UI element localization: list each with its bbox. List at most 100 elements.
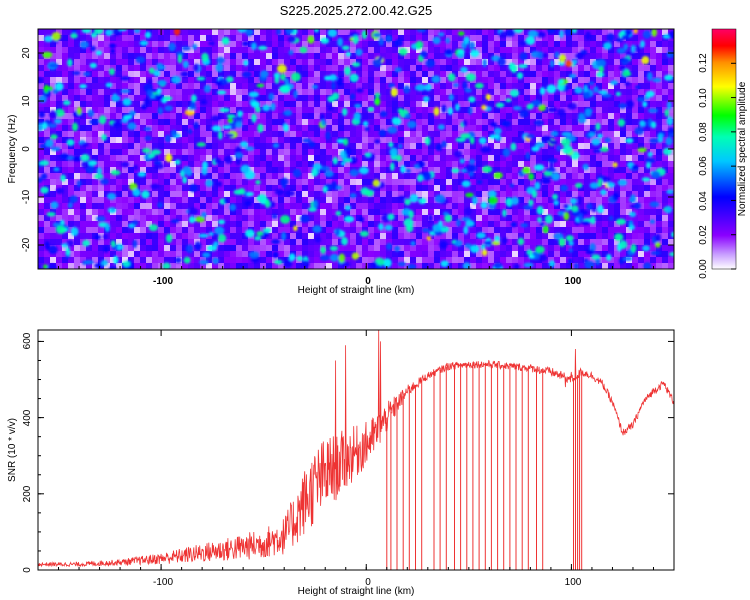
heatmap-cell bbox=[188, 65, 194, 71]
heatmap-hotspot bbox=[226, 114, 236, 119]
heatmap-cell bbox=[236, 71, 242, 77]
heatmap-cell bbox=[656, 179, 662, 185]
heatmap-cell bbox=[452, 191, 458, 197]
heatmap-cell bbox=[242, 65, 248, 71]
heatmap-cell bbox=[158, 191, 164, 197]
heatmap-hotspot bbox=[257, 123, 264, 133]
heatmap-cell bbox=[218, 83, 224, 89]
heatmap-cell bbox=[230, 89, 236, 95]
heatmap-cell bbox=[158, 167, 164, 173]
heatmap-cell bbox=[344, 173, 350, 179]
heatmap-cell bbox=[608, 173, 614, 179]
heatmap-cell bbox=[482, 71, 488, 77]
heatmap-cell bbox=[254, 227, 260, 233]
heatmap-cell bbox=[170, 119, 176, 125]
heatmap-cell bbox=[572, 191, 578, 197]
heatmap-hotspot bbox=[312, 163, 322, 170]
heatmap-cell bbox=[242, 101, 248, 107]
heatmap-cell bbox=[368, 257, 374, 263]
heatmap-cell bbox=[266, 173, 272, 179]
heatmap-cell bbox=[638, 173, 644, 179]
heatmap-hotspot bbox=[536, 31, 546, 38]
heatmap-cell bbox=[500, 89, 506, 95]
heatmap-cell bbox=[308, 131, 314, 137]
heatmap-cell bbox=[428, 203, 434, 209]
heatmap-cell bbox=[356, 71, 362, 77]
heatmap-cell bbox=[230, 263, 236, 269]
heatmap-hotspot bbox=[550, 130, 559, 137]
heatmap-cell bbox=[452, 71, 458, 77]
heatmap-hotspot bbox=[208, 231, 214, 236]
heatmap-cell bbox=[506, 41, 512, 47]
heatmap-cell bbox=[344, 191, 350, 197]
heatmap-cell bbox=[158, 143, 164, 149]
heatmap-cell bbox=[122, 221, 128, 227]
heatmap-cell bbox=[476, 149, 482, 155]
heatmap-cell bbox=[314, 95, 320, 101]
heatmap-cell bbox=[638, 29, 644, 35]
heatmap-hotspot bbox=[120, 89, 131, 94]
heatmap-cell bbox=[182, 107, 188, 113]
heatmap-cell bbox=[422, 65, 428, 71]
heatmap-cell bbox=[590, 191, 596, 197]
heatmap-cell bbox=[398, 203, 404, 209]
heatmap-cell bbox=[602, 167, 608, 173]
heatmap-hotspot bbox=[431, 75, 441, 83]
heatmap-hotspot bbox=[189, 184, 198, 193]
heatmap-cell bbox=[632, 113, 638, 119]
heatmap-cell bbox=[518, 221, 524, 227]
heatmap-cell bbox=[356, 191, 362, 197]
heatmap-cell bbox=[98, 137, 104, 143]
heatmap-cell bbox=[182, 215, 188, 221]
heatmap-cell bbox=[590, 209, 596, 215]
heatmap-cell bbox=[662, 263, 668, 269]
heatmap-cell bbox=[536, 149, 542, 155]
heatmap-cell bbox=[554, 155, 560, 161]
heatmap-hotspot bbox=[445, 37, 451, 44]
heatmap-cell bbox=[374, 107, 380, 113]
heatmap-cell bbox=[344, 257, 350, 263]
heatmap-cell bbox=[560, 101, 566, 107]
heatmap-cell bbox=[164, 251, 170, 257]
heatmap-cell bbox=[194, 35, 200, 41]
heatmap-cell bbox=[602, 239, 608, 245]
heatmap-cell bbox=[446, 119, 452, 125]
heatmap-cell bbox=[632, 179, 638, 185]
heatmap-cell bbox=[488, 95, 494, 101]
heatmap-cell bbox=[632, 215, 638, 221]
heatmap-cell bbox=[176, 113, 182, 119]
heatmap-cell bbox=[98, 257, 104, 263]
heatmap-cell bbox=[422, 263, 428, 269]
heatmap-cell bbox=[272, 131, 278, 137]
heatmap-cell bbox=[206, 257, 212, 263]
heatmap-hotspot bbox=[210, 115, 222, 121]
heatmap-cell bbox=[554, 41, 560, 47]
heatmap-cell bbox=[560, 167, 566, 173]
heatmap-cell bbox=[176, 239, 182, 245]
heatmap-cell bbox=[140, 167, 146, 173]
heatmap-cell bbox=[452, 113, 458, 119]
heatmap-cell bbox=[176, 215, 182, 221]
heatmap-hotspot bbox=[651, 29, 657, 37]
heatmap-cell bbox=[122, 35, 128, 41]
heatmap-cell bbox=[566, 71, 572, 77]
heatmap-cell bbox=[224, 101, 230, 107]
heatmap-cell bbox=[38, 203, 44, 209]
heatmap-hotspot bbox=[666, 101, 672, 110]
heatmap-cell bbox=[284, 239, 290, 245]
heatmap-cell bbox=[326, 161, 332, 167]
heatmap-cell bbox=[236, 251, 242, 257]
heatmap-cell bbox=[488, 263, 494, 269]
heatmap-cell bbox=[440, 149, 446, 155]
heatmap-cell bbox=[638, 59, 644, 65]
heatmap-cell bbox=[80, 53, 86, 59]
heatmap-cell bbox=[386, 89, 392, 95]
heatmap-cell bbox=[464, 29, 470, 35]
heatmap-cell bbox=[476, 59, 482, 65]
heatmap-cell bbox=[644, 41, 650, 47]
heatmap-hotspot bbox=[657, 133, 664, 139]
heatmap-cell bbox=[104, 119, 110, 125]
heatmap-cell bbox=[386, 95, 392, 101]
heatmap-cell bbox=[506, 95, 512, 101]
heatmap-cell bbox=[464, 47, 470, 53]
